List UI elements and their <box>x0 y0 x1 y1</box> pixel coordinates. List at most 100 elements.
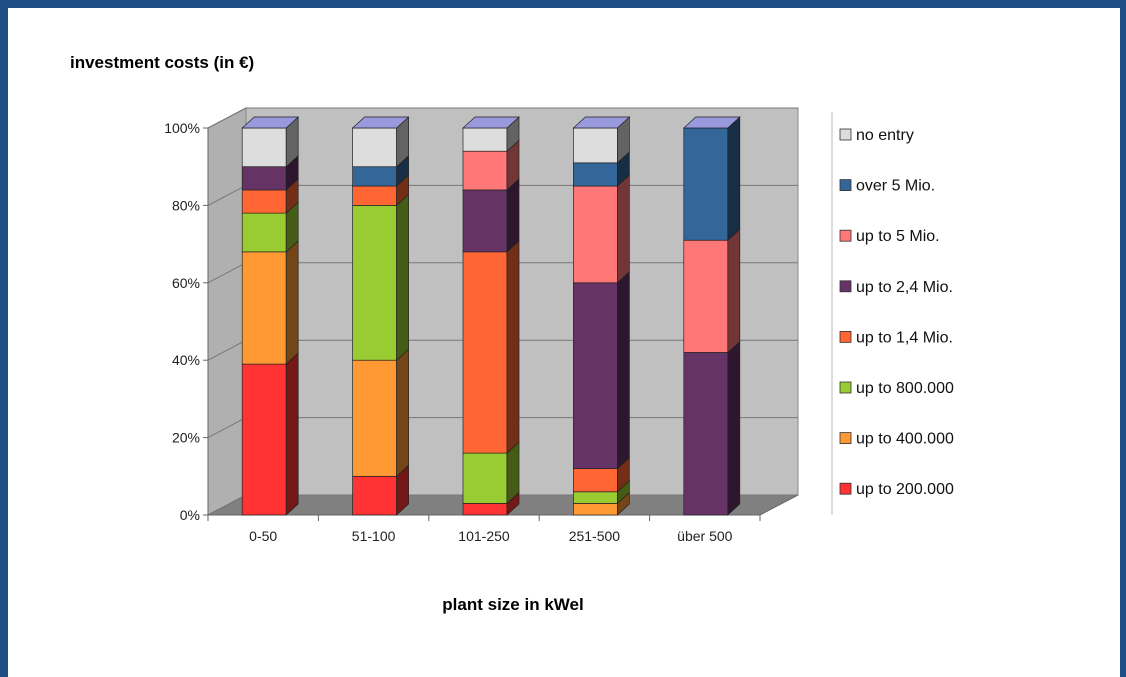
category-label: 101-250 <box>458 528 510 544</box>
chart-title: investment costs (in €) <box>70 53 254 72</box>
legend-label: no entry <box>856 127 914 144</box>
bar-front <box>573 503 618 516</box>
bar-top <box>572 116 631 129</box>
bar-top <box>462 116 520 129</box>
bar-segment <box>352 116 409 168</box>
bar-front <box>241 189 287 214</box>
bar-front <box>352 359 397 477</box>
bar-front <box>352 166 397 187</box>
bar-side <box>396 193 409 361</box>
bar-segment <box>352 348 409 478</box>
gridline-side <box>207 184 247 206</box>
bar-segment <box>683 116 741 242</box>
bar-segment <box>462 441 520 505</box>
bar-front <box>462 503 508 516</box>
bar-side <box>396 348 409 478</box>
legend-label: up to 1,4 Mio. <box>856 329 953 346</box>
bar-front <box>573 162 618 187</box>
bar-side <box>727 116 741 242</box>
bar-front <box>241 166 287 191</box>
legend-label: up to 5 Mio. <box>856 228 940 245</box>
bar-segment <box>352 193 409 361</box>
legend-swatch <box>839 179 852 192</box>
legend-entry: up to 800.000 <box>839 380 954 397</box>
bar-front <box>352 127 397 168</box>
bars <box>241 116 741 516</box>
bar-front <box>241 363 287 516</box>
legend-label: up to 400.000 <box>856 431 954 448</box>
legend-entry: up to 5 Mio. <box>839 228 940 245</box>
legend-swatch <box>839 128 852 141</box>
bar-side <box>285 352 299 516</box>
legend-swatch <box>839 330 852 343</box>
bar-front <box>683 127 729 241</box>
y-tick-label: 0% <box>180 507 200 523</box>
legend-entry: up to 1,4 Mio. <box>839 329 953 346</box>
side-wall <box>207 107 247 516</box>
gridline-side <box>207 339 247 361</box>
bar-segment <box>573 116 630 164</box>
bar-segment <box>352 464 409 516</box>
legend-entry: over 5 Mio. <box>839 178 935 195</box>
bar-front <box>241 212 287 253</box>
y-tick-label: 100% <box>164 120 200 136</box>
bar-side <box>285 240 299 365</box>
legend-swatch <box>839 381 852 394</box>
bar-segment <box>241 201 299 253</box>
y-tick-label: 20% <box>172 430 200 446</box>
bar-front <box>352 185 397 206</box>
bar-side <box>506 178 520 253</box>
bar-front <box>573 185 618 284</box>
bar-front <box>683 352 729 516</box>
bar-front <box>352 475 397 516</box>
y-axis-ticks: 0% 20% 40% 60% 80% 100% <box>164 120 200 523</box>
bar-side <box>617 174 630 284</box>
bar-top <box>241 116 300 129</box>
gridline-side <box>207 417 247 439</box>
legend-label: up to 800.000 <box>856 380 954 397</box>
gridline-side <box>207 107 247 129</box>
x-axis-label: plant size in kWel <box>442 595 583 614</box>
bar-front <box>241 127 287 168</box>
bar-front <box>462 150 508 191</box>
y-tick-label: 40% <box>172 352 200 368</box>
bar-front <box>462 127 508 152</box>
legend-label: over 5 Mio. <box>856 178 935 195</box>
y-tick-label: 80% <box>172 197 200 213</box>
y-tick-label: 60% <box>172 275 200 291</box>
bar-front <box>573 127 618 164</box>
bar-segment <box>573 174 630 284</box>
legend-swatch <box>839 229 852 242</box>
bar-top <box>682 116 741 129</box>
bar-segment <box>241 352 299 516</box>
bar-side <box>727 340 741 516</box>
legend: no entry over 5 Mio. up to 5 Mio. up to 2,4… <box>831 112 954 515</box>
legend-entry: no entry <box>839 127 914 144</box>
legend-entry: up to 200.000 <box>839 481 954 498</box>
gridline-side <box>207 494 247 516</box>
gridline-side <box>207 262 247 284</box>
category-label: 0-50 <box>249 528 277 544</box>
x-axis-categories: 0-50 51-100 101-250 251-500 über 500 <box>249 528 732 544</box>
category-label: über 500 <box>677 528 732 544</box>
legend-label: up to 2,4 Mio. <box>856 279 953 296</box>
legend-swatch <box>839 432 852 445</box>
bar-segment <box>241 240 299 365</box>
legend-entry: up to 400.000 <box>839 431 954 448</box>
bar-segment <box>683 340 741 516</box>
category-label: 51-100 <box>352 528 396 544</box>
bar-segment <box>683 228 741 354</box>
bar-side <box>617 271 630 470</box>
bar-segment <box>462 240 520 454</box>
bar-segment <box>573 271 630 470</box>
legend-entry: up to 2,4 Mio. <box>839 279 953 296</box>
legend-swatch <box>839 482 852 495</box>
bar-front <box>573 282 618 469</box>
bar-segment <box>352 154 409 187</box>
category-label: 251-500 <box>569 528 621 544</box>
bar-front <box>462 189 508 253</box>
legend-swatch <box>839 280 852 293</box>
bar-front <box>352 205 397 361</box>
